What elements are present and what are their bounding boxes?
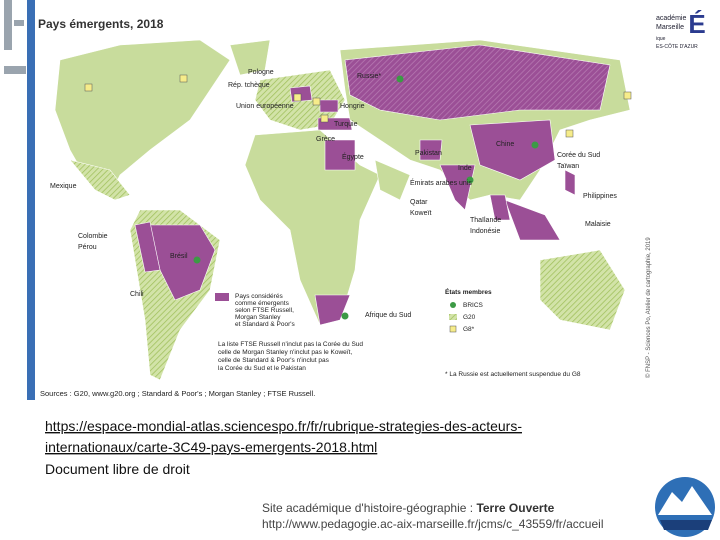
footer-site: Site académique d'histoire-géographie : … <box>262 501 555 515</box>
country-label: Colombie <box>78 233 108 240</box>
country-label: Russie* <box>357 73 381 80</box>
country-label: Pakistan <box>415 150 442 157</box>
text-line: celle de Standard & Poor's n'inclut pas <box>218 357 330 364</box>
legend-emerging: Pays considérés comme émergents selon FTSE… <box>235 293 296 328</box>
country-label: Inde <box>458 165 472 172</box>
text-line: celle de Morgan Stanley n'inclut pas le … <box>218 349 352 356</box>
logo-text: ique <box>656 36 666 42</box>
link[interactable]: internationaux/carte-3C49-pays-emergents… <box>45 439 377 455</box>
legend-item: BRICS <box>463 302 484 309</box>
country-label: Qatar <box>410 199 428 206</box>
footer-logo <box>655 477 715 537</box>
country-label: Grèce <box>316 136 335 143</box>
country-label: Émirats arabes unis <box>410 178 472 187</box>
country-label: Union européenne <box>236 103 294 110</box>
legend: Pays considérés comme émergents selon FTSE… <box>215 287 581 378</box>
footnote: * La Russie est actuellement suspendue d… <box>445 371 581 378</box>
text-line: La liste FTSE Russell n'inclut pas la Co… <box>218 341 363 348</box>
license: Document libre de droit <box>45 461 190 477</box>
country-label: Corée du Sud <box>557 152 600 159</box>
text-line: Morgan Stanley <box>235 314 281 321</box>
logo-text: ES-CÔTE D'AZUR <box>656 43 698 50</box>
country-label: Pologne <box>248 69 274 76</box>
country-label: Chili <box>130 291 144 298</box>
text-line: et Standard & Poor's <box>235 321 296 328</box>
left-decoration <box>4 0 35 400</box>
logo-text: Marseille <box>656 24 684 31</box>
legend-g20 <box>449 314 457 320</box>
brics-markers <box>193 75 539 320</box>
country-label: Philippines <box>583 193 617 200</box>
credit: © FNSP - Sciences Po, Atelier de cartogr… <box>645 237 652 378</box>
country-label: Turquie <box>334 121 358 128</box>
map-notes: La liste FTSE Russell n'inclut pas la Co… <box>218 341 363 372</box>
text-line: la Corée du Sud et le Pakistan <box>218 365 306 372</box>
country-label: Pérou <box>78 244 97 251</box>
g8-markers <box>84 74 632 138</box>
legend-item: G20 <box>463 314 476 321</box>
academy-logo: académie Marseille ique ES-CÔTE D'AZUR É <box>656 9 706 50</box>
country-label: Brésil <box>170 253 188 260</box>
country-label: Indonésie <box>470 228 500 235</box>
country-label: Chine <box>496 141 514 148</box>
map-labels: Pologne Rép. tchèque Union européenne Russi… <box>50 69 617 319</box>
country-label: Malaisie <box>585 221 611 228</box>
map-title: Pays émergents, 2018 <box>38 17 164 31</box>
country-label: Hongrie <box>340 103 365 110</box>
legend-item: G8* <box>463 326 475 333</box>
country-label: Mexique <box>50 183 77 190</box>
country-label: Rép. tchèque <box>228 82 270 89</box>
country-label: Afrique du Sud <box>365 312 411 319</box>
text-line: comme émergents <box>235 300 290 307</box>
footer-url[interactable]: http://www.pedagogie.ac-aix-marseille.fr… <box>262 517 603 531</box>
country-label: Taïwan <box>557 163 579 170</box>
map <box>35 0 640 400</box>
text-line: Pays considérés <box>235 293 283 300</box>
text-line: selon FTSE Russell, <box>235 307 294 314</box>
link[interactable]: https://espace-mondial-atlas.sciencespo.… <box>45 418 522 434</box>
footer-prefix: Site académique d'histoire-géographie : <box>262 501 476 515</box>
logo-letter: É <box>688 9 705 39</box>
country-label: Koweït <box>410 210 431 217</box>
sources: Sources : G20, www.g20.org ; Standard & … <box>40 389 315 398</box>
legend-members-title: États membres <box>445 287 492 296</box>
legend-brics <box>450 302 456 308</box>
country-label: Égypte <box>342 152 364 161</box>
logo-text: académie <box>656 15 686 22</box>
legend-swatch <box>215 293 229 301</box>
footer-name: Terre Ouverte <box>476 501 554 515</box>
legend-g8 <box>449 325 457 333</box>
country-label: Thaïlande <box>470 217 501 224</box>
